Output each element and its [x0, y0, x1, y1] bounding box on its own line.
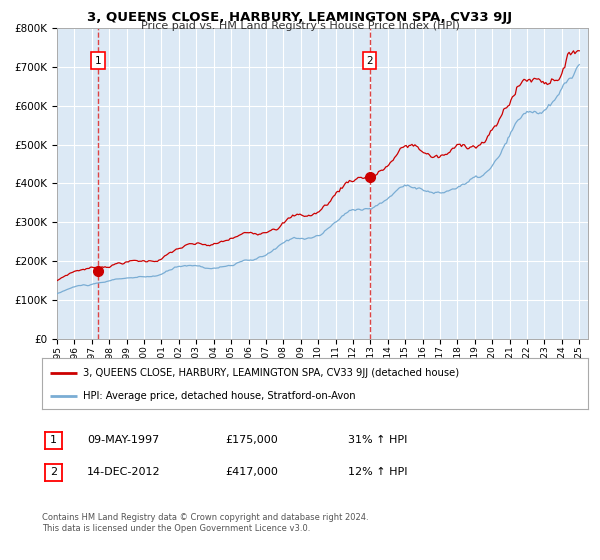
Text: 2: 2 [50, 468, 57, 477]
Text: 2: 2 [366, 55, 373, 66]
Text: 12% ↑ HPI: 12% ↑ HPI [348, 466, 407, 477]
Text: 1: 1 [50, 436, 57, 445]
Text: HPI: Average price, detached house, Stratford-on-Avon: HPI: Average price, detached house, Stra… [83, 391, 356, 401]
Text: £175,000: £175,000 [225, 435, 278, 445]
Text: This data is licensed under the Open Government Licence v3.0.: This data is licensed under the Open Gov… [42, 524, 310, 533]
Text: 1: 1 [95, 55, 101, 66]
Text: 3, QUEENS CLOSE, HARBURY, LEAMINGTON SPA, CV33 9JJ: 3, QUEENS CLOSE, HARBURY, LEAMINGTON SPA… [88, 11, 512, 24]
Text: Contains HM Land Registry data © Crown copyright and database right 2024.: Contains HM Land Registry data © Crown c… [42, 513, 368, 522]
Text: 14-DEC-2012: 14-DEC-2012 [87, 466, 161, 477]
Text: Price paid vs. HM Land Registry's House Price Index (HPI): Price paid vs. HM Land Registry's House … [140, 21, 460, 31]
Text: 31% ↑ HPI: 31% ↑ HPI [348, 435, 407, 445]
Text: 3, QUEENS CLOSE, HARBURY, LEAMINGTON SPA, CV33 9JJ (detached house): 3, QUEENS CLOSE, HARBURY, LEAMINGTON SPA… [83, 367, 459, 377]
Text: £417,000: £417,000 [225, 466, 278, 477]
Text: 09-MAY-1997: 09-MAY-1997 [87, 435, 159, 445]
